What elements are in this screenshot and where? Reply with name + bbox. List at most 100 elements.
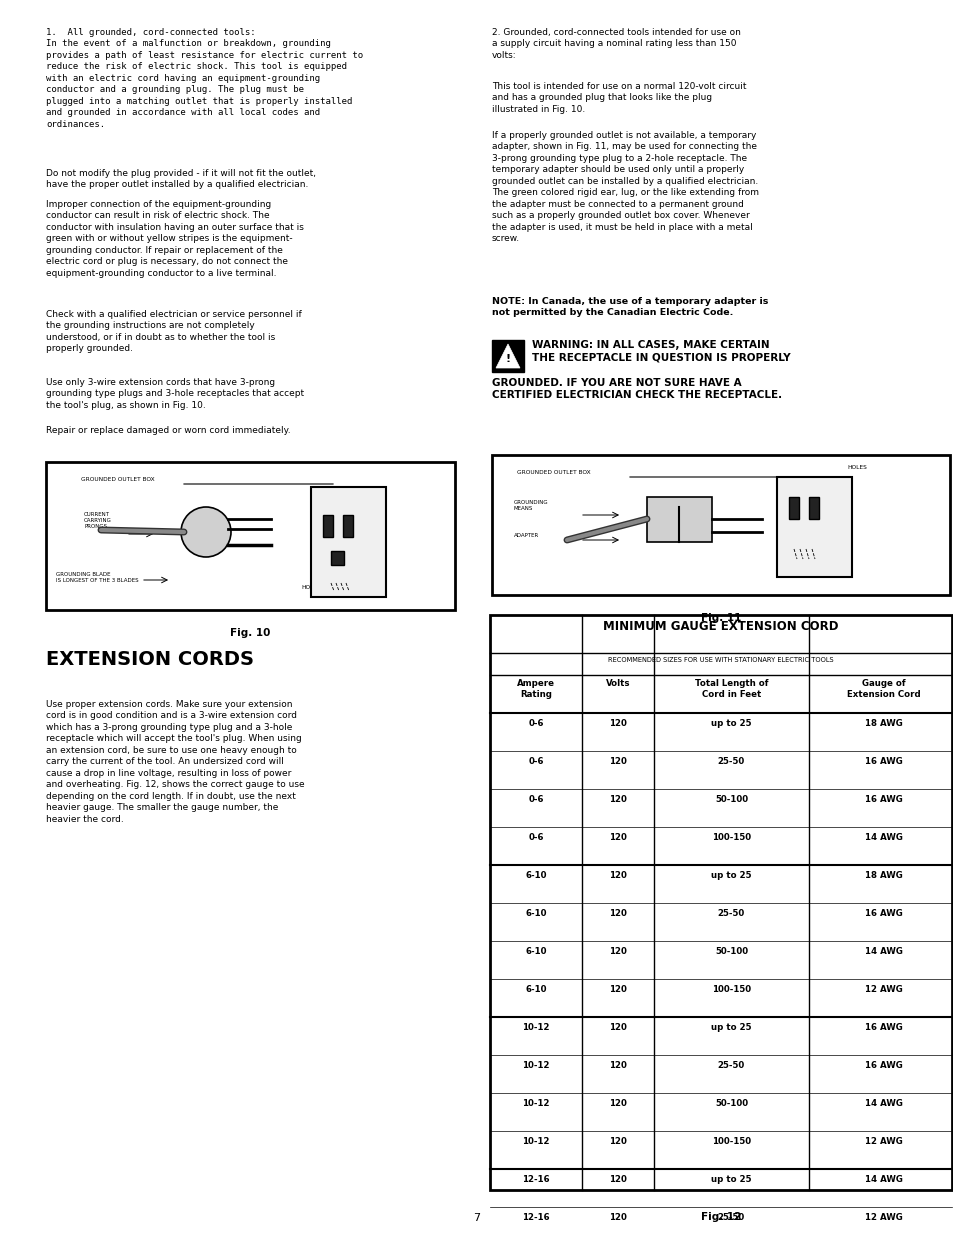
Text: 120: 120 — [608, 1061, 626, 1070]
Text: Use proper extension cords. Make sure your extension
cord is in good condition a: Use proper extension cords. Make sure yo… — [46, 700, 304, 824]
Text: 120: 120 — [608, 1174, 626, 1184]
Bar — [331, 551, 344, 564]
Text: up to 25: up to 25 — [711, 719, 751, 727]
Text: 12-16: 12-16 — [521, 1213, 549, 1221]
Text: 0-6: 0-6 — [528, 832, 543, 842]
Text: 120: 120 — [608, 795, 626, 804]
Text: 25-50: 25-50 — [717, 1213, 744, 1221]
Text: 14 AWG: 14 AWG — [863, 947, 902, 956]
Text: 25-50: 25-50 — [717, 757, 744, 766]
Bar — [490, 615, 951, 1191]
Text: Gauge of
Extension Cord: Gauge of Extension Cord — [846, 679, 920, 699]
Text: Repair or replace damaged or worn cord immediately.: Repair or replace damaged or worn cord i… — [46, 426, 291, 435]
Text: 14 AWG: 14 AWG — [863, 832, 902, 842]
Text: 10-12: 10-12 — [521, 1099, 549, 1108]
Text: 16 AWG: 16 AWG — [863, 909, 902, 918]
Text: Volts: Volts — [605, 679, 630, 688]
Bar — [343, 515, 353, 537]
Text: 0-6: 0-6 — [528, 757, 543, 766]
Text: EXTENSION CORDS: EXTENSION CORDS — [46, 650, 253, 669]
Text: 10-12: 10-12 — [521, 1023, 549, 1032]
Text: ADAPTER: ADAPTER — [514, 534, 538, 538]
Text: up to 25: up to 25 — [711, 871, 751, 881]
Text: 120: 120 — [608, 871, 626, 881]
Text: Fig. 11: Fig. 11 — [700, 613, 740, 622]
Text: CURRENT
CARRYING
PRONGS: CURRENT CARRYING PRONGS — [84, 513, 112, 529]
Text: 10-12: 10-12 — [521, 1061, 549, 1070]
Text: Do not modify the plug provided - if it will not fit the outlet,
have the proper: Do not modify the plug provided - if it … — [46, 169, 315, 189]
Text: !: ! — [505, 354, 510, 364]
Text: Check with a qualified electrician or service personnel if
the grounding instruc: Check with a qualified electrician or se… — [46, 310, 301, 353]
Text: 0-6: 0-6 — [528, 719, 543, 727]
Text: 18 AWG: 18 AWG — [863, 871, 902, 881]
Text: 6-10: 6-10 — [525, 986, 546, 994]
Text: RECOMMENDED SIZES FOR USE WITH STATIONARY ELECTRIC TOOLS: RECOMMENDED SIZES FOR USE WITH STATIONAR… — [608, 657, 833, 663]
Text: 25-50: 25-50 — [717, 1061, 744, 1070]
Bar — [492, 340, 523, 372]
Text: 120: 120 — [608, 1213, 626, 1221]
Text: 50-100: 50-100 — [714, 947, 747, 956]
Bar — [776, 477, 851, 577]
Text: 18 AWG: 18 AWG — [863, 719, 902, 727]
Text: 0-6: 0-6 — [528, 795, 543, 804]
Text: NOTE: In Canada, the use of a temporary adapter is
not permitted by the Canadian: NOTE: In Canada, the use of a temporary … — [492, 296, 767, 317]
Bar — [311, 487, 386, 597]
Polygon shape — [496, 345, 519, 368]
Text: 12 AWG: 12 AWG — [863, 1137, 902, 1146]
Text: 7: 7 — [473, 1213, 480, 1223]
Bar — [46, 462, 455, 610]
Text: 120: 120 — [608, 947, 626, 956]
Text: 100-150: 100-150 — [711, 1137, 750, 1146]
Text: HOLES: HOLES — [301, 585, 320, 590]
Text: This tool is intended for use on a normal 120-volt circuit
and has a grounded pl: This tool is intended for use on a norma… — [492, 82, 745, 114]
Text: 120: 120 — [608, 757, 626, 766]
Text: Total Length of
Cord in Feet: Total Length of Cord in Feet — [694, 679, 767, 699]
Text: 120: 120 — [608, 909, 626, 918]
Text: GROUNDING
MEANS: GROUNDING MEANS — [514, 500, 548, 511]
Text: 12 AWG: 12 AWG — [863, 986, 902, 994]
Ellipse shape — [181, 508, 231, 557]
Text: 120: 120 — [608, 986, 626, 994]
Bar — [492, 454, 949, 595]
Text: 16 AWG: 16 AWG — [863, 1023, 902, 1032]
Text: 16 AWG: 16 AWG — [863, 757, 902, 766]
Text: If a properly grounded outlet is not available, a temporary
adapter, shown in Fi: If a properly grounded outlet is not ava… — [492, 131, 759, 243]
Text: GROUNDED. IF YOU ARE NOT SURE HAVE A
CERTIFIED ELECTRICIAN CHECK THE RECEPTACLE.: GROUNDED. IF YOU ARE NOT SURE HAVE A CER… — [492, 378, 781, 400]
Text: 14 AWG: 14 AWG — [863, 1174, 902, 1184]
Text: 6-10: 6-10 — [525, 947, 546, 956]
Text: GROUNDING BLADE
IS LONGEST OF THE 3 BLADES: GROUNDING BLADE IS LONGEST OF THE 3 BLAD… — [56, 572, 138, 583]
Text: 50-100: 50-100 — [714, 795, 747, 804]
Text: Improper connection of the equipment-grounding
conductor can result in risk of e: Improper connection of the equipment-gro… — [46, 200, 304, 278]
Text: 120: 120 — [608, 1023, 626, 1032]
Text: Ampere
Rating: Ampere Rating — [517, 679, 555, 699]
Text: WARNING: IN ALL CASES, MAKE CERTAIN
THE RECEPTACLE IN QUESTION IS PROPERLY: WARNING: IN ALL CASES, MAKE CERTAIN THE … — [532, 340, 790, 362]
Text: 100-150: 100-150 — [711, 832, 750, 842]
Text: 16 AWG: 16 AWG — [863, 1061, 902, 1070]
Text: 12 AWG: 12 AWG — [863, 1213, 902, 1221]
Text: GROUNDED OUTLET BOX: GROUNDED OUTLET BOX — [81, 477, 154, 482]
Text: 25-50: 25-50 — [717, 909, 744, 918]
Bar — [788, 496, 799, 519]
Text: 120: 120 — [608, 1137, 626, 1146]
Text: Fig. 12: Fig. 12 — [700, 1212, 740, 1221]
Bar — [646, 496, 711, 542]
Text: 14 AWG: 14 AWG — [863, 1099, 902, 1108]
Text: GROUNDED OUTLET BOX: GROUNDED OUTLET BOX — [517, 471, 590, 475]
Text: Fig. 10: Fig. 10 — [230, 629, 271, 638]
Text: 120: 120 — [608, 1099, 626, 1108]
Text: 2. Grounded, cord-connected tools intended for use on
a supply circuit having a : 2. Grounded, cord-connected tools intend… — [492, 28, 740, 61]
Text: 6-10: 6-10 — [525, 909, 546, 918]
Bar — [808, 496, 818, 519]
Bar — [323, 515, 333, 537]
Text: 16 AWG: 16 AWG — [863, 795, 902, 804]
Text: 10-12: 10-12 — [521, 1137, 549, 1146]
Text: 12-16: 12-16 — [521, 1174, 549, 1184]
Text: Use only 3-wire extension cords that have 3-prong
grounding type plugs and 3-hol: Use only 3-wire extension cords that hav… — [46, 378, 304, 410]
Text: HOLES: HOLES — [846, 466, 866, 471]
Text: 6-10: 6-10 — [525, 871, 546, 881]
Text: 120: 120 — [608, 719, 626, 727]
Text: 120: 120 — [608, 832, 626, 842]
Text: MINIMUM GAUGE EXTENSION CORD: MINIMUM GAUGE EXTENSION CORD — [602, 620, 838, 634]
Text: 1.  All grounded, cord-connected tools:
In the event of a malfunction or breakdo: 1. All grounded, cord-connected tools: I… — [46, 28, 363, 128]
Text: up to 25: up to 25 — [711, 1023, 751, 1032]
